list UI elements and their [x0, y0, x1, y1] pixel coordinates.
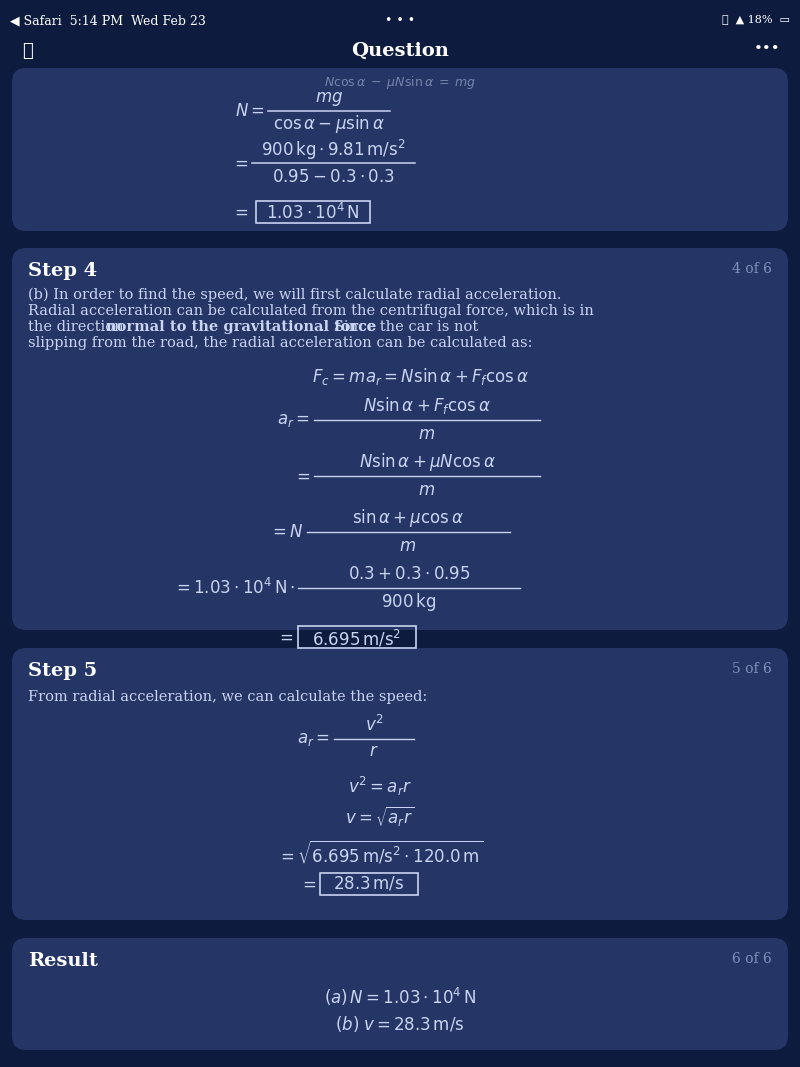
Text: $=$: $=$ — [230, 203, 248, 221]
Text: .  Since the car is not: . Since the car is not — [320, 320, 478, 334]
Text: $N = $: $N = $ — [235, 102, 265, 120]
Text: $m$: $m$ — [418, 425, 435, 443]
Text: $m$: $m$ — [418, 481, 435, 499]
Text: $v^2 = a_r r$: $v^2 = a_r r$ — [348, 775, 412, 798]
Text: $=$: $=$ — [230, 154, 248, 172]
Text: 5 of 6: 5 of 6 — [732, 662, 772, 676]
Text: $N\sin\alpha + F_f\cos\alpha$: $N\sin\alpha + F_f\cos\alpha$ — [363, 396, 491, 416]
Text: Radial acceleration can be calculated from the centrifugal force, which is in: Radial acceleration can be calculated fr… — [28, 304, 594, 318]
Text: • • •: • • • — [385, 14, 415, 27]
Text: $v^2$: $v^2$ — [365, 715, 383, 735]
FancyBboxPatch shape — [12, 68, 788, 230]
Text: Result: Result — [28, 952, 98, 970]
Text: From radial acceleration, we can calculate the speed:: From radial acceleration, we can calcula… — [28, 690, 427, 704]
Text: $mg$: $mg$ — [315, 90, 343, 108]
Text: $900\,\mathrm{kg}\cdot 9.81\,\mathrm{m/s}^2$: $900\,\mathrm{kg}\cdot 9.81\,\mathrm{m/s… — [261, 138, 406, 162]
Text: Question: Question — [351, 42, 449, 60]
Text: $0.95 - 0.3\cdot 0.3$: $0.95 - 0.3\cdot 0.3$ — [272, 168, 394, 186]
Text: $0.3 + 0.3\cdot 0.95$: $0.3 + 0.3\cdot 0.95$ — [348, 566, 470, 583]
Text: $N\cos\alpha\;-\;\mu N\sin\alpha\;=\;mg$: $N\cos\alpha\;-\;\mu N\sin\alpha\;=\;mg$ — [324, 74, 476, 91]
Text: $\cos\alpha - \mu\sin\alpha$: $\cos\alpha - \mu\sin\alpha$ — [273, 113, 385, 136]
Text: Step 5: Step 5 — [28, 662, 98, 680]
Text: $a_r =$: $a_r =$ — [277, 411, 310, 429]
Text: $F_c = ma_r = N\sin\alpha + F_f\cos\alpha$: $F_c = ma_r = N\sin\alpha + F_f\cos\alph… — [311, 366, 529, 387]
Text: $v = \sqrt{a_r r}$: $v = \sqrt{a_r r}$ — [346, 805, 414, 829]
Text: Step 4: Step 4 — [28, 262, 97, 280]
Text: $=$: $=$ — [276, 628, 293, 646]
Text: 4 of 6: 4 of 6 — [732, 262, 772, 276]
Text: $= 1.03\cdot10^4\,\mathrm{N}\cdot$: $= 1.03\cdot10^4\,\mathrm{N}\cdot$ — [173, 578, 295, 598]
Text: •••: ••• — [754, 42, 780, 55]
Text: $N\sin\alpha + \mu N\cos\alpha$: $N\sin\alpha + \mu N\cos\alpha$ — [358, 451, 495, 473]
FancyBboxPatch shape — [12, 248, 788, 630]
Text: the direction: the direction — [28, 320, 128, 334]
Text: $28.3\,\mathrm{m/s}$: $28.3\,\mathrm{m/s}$ — [334, 875, 405, 893]
Text: $=$: $=$ — [298, 875, 316, 893]
Text: $= N$: $= N$ — [269, 523, 303, 541]
Text: $6.695\,\mathrm{m/s}^2$: $6.695\,\mathrm{m/s}^2$ — [313, 628, 402, 649]
Text: ◀ Safari  5:14 PM  Wed Feb 23: ◀ Safari 5:14 PM Wed Feb 23 — [10, 14, 206, 27]
Text: $(a)\,N = 1.03\cdot 10^4\,\mathrm{N}$: $(a)\,N = 1.03\cdot 10^4\,\mathrm{N}$ — [324, 986, 476, 1008]
Text: slipping from the road, the radial acceleration can be calculated as:: slipping from the road, the radial accel… — [28, 336, 533, 350]
Text: 令  ▲ 18%  ▭: 令 ▲ 18% ▭ — [722, 14, 790, 23]
Text: ✕: ✕ — [22, 42, 33, 60]
Text: $m$: $m$ — [399, 537, 417, 555]
FancyBboxPatch shape — [12, 648, 788, 920]
Text: $= \sqrt{6.695\,\mathrm{m/s}^2 \cdot 120.0\,\mathrm{m}}$: $= \sqrt{6.695\,\mathrm{m/s}^2 \cdot 120… — [277, 839, 483, 866]
Text: $=$: $=$ — [293, 467, 310, 485]
Text: (b) In order to find the speed, we will first calculate radial acceleration.: (b) In order to find the speed, we will … — [28, 288, 562, 302]
Text: 6 of 6: 6 of 6 — [732, 952, 772, 966]
Text: $1.03\cdot 10^4\,\mathrm{N}$: $1.03\cdot 10^4\,\mathrm{N}$ — [266, 203, 360, 223]
Text: normal to the gravitational force: normal to the gravitational force — [106, 320, 376, 334]
FancyBboxPatch shape — [12, 938, 788, 1050]
Text: $\sin\alpha + \mu\cos\alpha$: $\sin\alpha + \mu\cos\alpha$ — [352, 507, 464, 529]
Text: $900\,\mathrm{kg}$: $900\,\mathrm{kg}$ — [382, 591, 437, 614]
Text: $(b)\;v = 28.3\,\mathrm{m/s}$: $(b)\;v = 28.3\,\mathrm{m/s}$ — [335, 1014, 465, 1034]
Text: $r$: $r$ — [369, 742, 379, 760]
Text: $a_r =$: $a_r =$ — [297, 730, 330, 748]
